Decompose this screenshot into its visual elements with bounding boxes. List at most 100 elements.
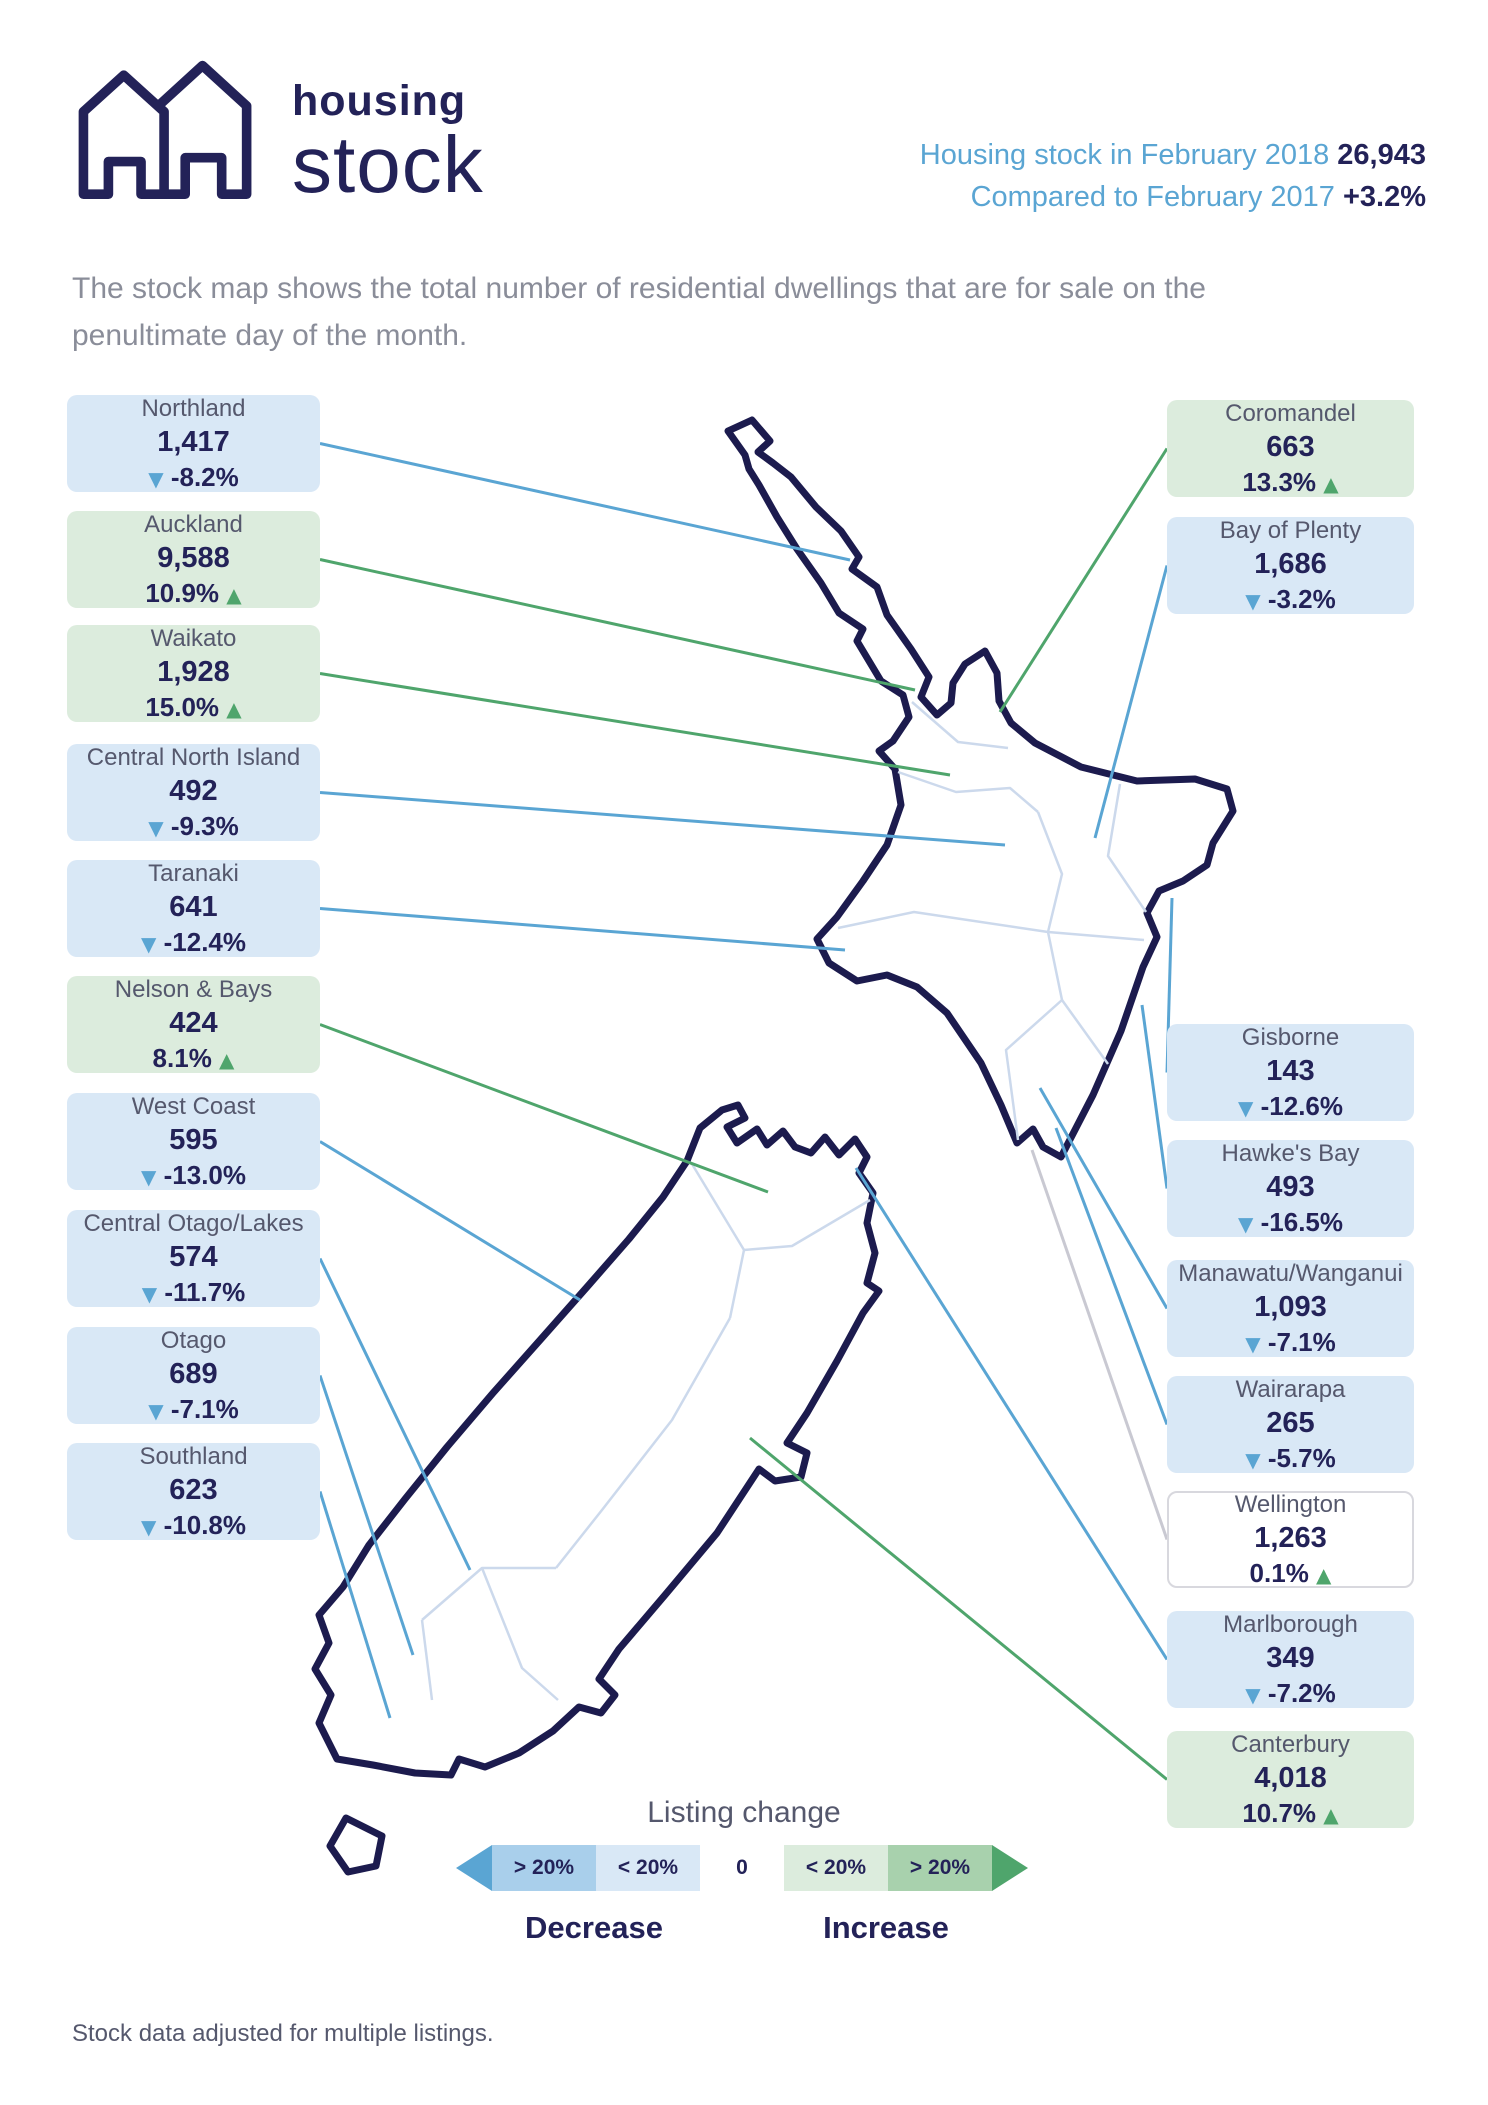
region-stock-value: 574 (169, 1240, 218, 1273)
decrease-triangle-icon: ▼ (1245, 1331, 1261, 1356)
region-card-hawke-s-bay: Hawke's Bay 493 ▼ -16.5% (1167, 1140, 1414, 1237)
region-name: Bay of Plenty (1219, 516, 1362, 544)
connector-northland (319, 442, 851, 562)
region-name: Hawke's Bay (1221, 1139, 1360, 1167)
region-stock-value: 492 (169, 774, 218, 807)
stat2-label: Compared to February 2017 (970, 181, 1335, 213)
region-card-west-coast: West Coast 595 ▼ -13.0% (67, 1093, 320, 1190)
legend-segment-4: > 20% (888, 1845, 992, 1891)
brand-word-housing: housing (292, 77, 467, 125)
region-name: Northland (141, 394, 246, 422)
region-name: Auckland (144, 510, 243, 538)
intro-text: The stock map shows the total number of … (72, 272, 1206, 352)
decrease-triangle-icon: ▼ (1245, 1682, 1261, 1707)
region-change-percent: -7.1% (170, 1393, 239, 1424)
region-stock-value: 143 (1266, 1054, 1315, 1087)
region-name: Central Otago/Lakes (83, 1209, 304, 1237)
stat-total-stock: Housing stock in February 2018 26,943 (920, 134, 1426, 176)
region-stock-value: 641 (169, 890, 218, 923)
region-boundaries (420, 701, 1148, 1701)
region-stock-value: 424 (169, 1006, 218, 1039)
region-card-wairarapa: Wairarapa 265 ▼ -5.7% (1167, 1376, 1414, 1473)
connector-waikato (319, 672, 951, 777)
region-change-percent: -10.8% (163, 1509, 246, 1540)
stat1-label: Housing stock in February 2018 (919, 139, 1330, 171)
connector-manawatu-wanganui (1038, 1087, 1169, 1310)
increase-triangle-icon: ▲ (1323, 471, 1339, 496)
region-name: Southland (139, 1442, 248, 1470)
region-name: Gisborne (1241, 1023, 1340, 1051)
decrease-triangle-icon: ▼ (1245, 588, 1261, 613)
region-change-percent: 15.0% (145, 691, 220, 722)
region-change: ▼ -16.5% (1238, 1207, 1343, 1238)
stat-yoy-change: Compared to February 2017 +3.2% (920, 176, 1426, 218)
south-island-shape (311, 1101, 883, 1779)
region-change-percent: -12.6% (1260, 1090, 1343, 1121)
region-name: Waikato (150, 624, 237, 652)
region-change: ▼ -7.1% (148, 1394, 239, 1425)
connector-coromandel (998, 447, 1169, 713)
region-card-central-north-island: Central North Island 492 ▼ -9.3% (67, 744, 320, 841)
region-stock-value: 493 (1266, 1170, 1315, 1203)
increase-triangle-icon: ▲ (1316, 1562, 1332, 1587)
region-change: 13.3% ▲ (1242, 467, 1338, 498)
region-change: 15.0% ▲ (145, 692, 241, 723)
decrease-arrow-icon (456, 1845, 492, 1891)
connector-wairarapa (1054, 1127, 1169, 1426)
region-name: Coromandel (1225, 399, 1356, 427)
region-change: 0.1% ▲ (1250, 1558, 1332, 1589)
north-island-shape (724, 416, 1237, 1161)
region-change: 8.1% ▲ (153, 1043, 235, 1074)
decrease-triangle-icon: ▼ (1237, 1095, 1254, 1120)
header-stats: Housing stock in February 2018 26,943 Co… (920, 134, 1426, 218)
connector-lines (318, 442, 1174, 1781)
region-change-percent: -12.4% (163, 926, 246, 957)
region-stock-value: 689 (169, 1357, 218, 1390)
legend-scale: > 20% < 20% 0 < 20% > 20% (492, 1845, 992, 1891)
legend-segment-0: > 20% (492, 1845, 596, 1891)
region-card-taranaki: Taranaki 641 ▼ -12.4% (67, 860, 320, 957)
region-change: ▼ -7.2% (1245, 1678, 1336, 1709)
region-change-percent: 13.3% (1242, 466, 1317, 497)
brand-title: housing stock (292, 80, 484, 205)
region-stock-value: 1,417 (157, 425, 230, 458)
connector-nelson-bays (319, 1023, 769, 1194)
region-change-percent: -16.5% (1260, 1206, 1343, 1237)
region-card-southland: Southland 623 ▼ -10.8% (67, 1443, 320, 1540)
region-card-central-otago-lakes: Central Otago/Lakes 574 ▼ -11.7% (67, 1210, 320, 1307)
region-change: ▼ -7.1% (1245, 1327, 1336, 1358)
increase-triangle-icon: ▲ (1323, 1802, 1339, 1827)
legend-segment-1: < 20% (596, 1845, 700, 1891)
region-change: ▼ -3.2% (1245, 584, 1336, 615)
region-stock-value: 265 (1266, 1406, 1315, 1439)
legend-title: Listing change (647, 1796, 841, 1829)
connector-otago (318, 1375, 415, 1656)
region-name: Marlborough (1223, 1610, 1358, 1638)
region-change-percent: 10.9% (145, 577, 220, 608)
region-stock-value: 1,928 (157, 655, 230, 688)
region-name: Manawatu/Wanganui (1178, 1259, 1403, 1287)
region-change: 10.9% ▲ (145, 578, 241, 609)
region-card-canterbury: Canterbury 4,018 10.7% ▲ (1167, 1731, 1414, 1828)
decrease-triangle-icon: ▼ (1245, 1447, 1261, 1472)
region-card-otago: Otago 689 ▼ -7.1% (67, 1327, 320, 1424)
region-stock-value: 1,093 (1254, 1290, 1327, 1323)
region-change-percent: -13.0% (163, 1159, 246, 1190)
region-change-percent: -7.1% (1267, 1326, 1336, 1357)
region-name: Taranaki (148, 859, 239, 887)
region-card-auckland: Auckland 9,588 10.9% ▲ (67, 511, 320, 608)
region-card-bay-of-plenty: Bay of Plenty 1,686 ▼ -3.2% (1167, 517, 1414, 614)
region-change: ▼ -5.7% (1245, 1443, 1336, 1474)
connector-central-north-island (319, 791, 1006, 847)
region-change: ▼ -10.8% (141, 1510, 246, 1541)
region-change: 10.7% ▲ (1242, 1798, 1338, 1829)
brand-word-stock: stock (292, 120, 484, 209)
region-name: Otago (160, 1326, 227, 1354)
increase-triangle-icon: ▲ (226, 582, 242, 607)
region-change-percent: 8.1% (152, 1042, 212, 1073)
decrease-triangle-icon: ▼ (148, 466, 164, 491)
legend-segment-3: < 20% (784, 1845, 888, 1891)
region-name: Central North Island (86, 743, 301, 771)
